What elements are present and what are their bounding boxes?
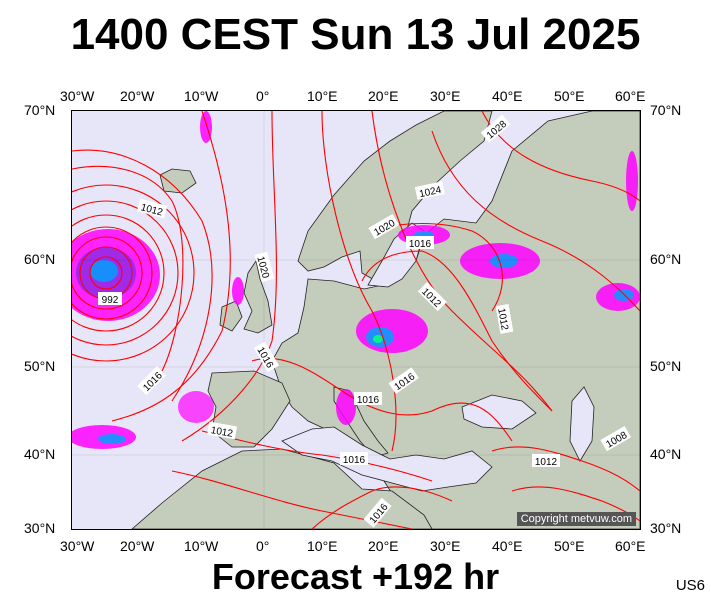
model-code: US6 (675, 577, 705, 594)
isobar-labels: 1028 1024 1020 1020 1016 1012 (98, 114, 632, 528)
isobar-label-1016: 1016 (343, 455, 366, 466)
lon-label: 50°E (554, 538, 585, 554)
isobar-line (251, 357, 513, 442)
rain-bay-of-biscay (178, 391, 214, 423)
lon-label: 10°E (307, 88, 338, 104)
isobar-ring (72, 236, 143, 310)
isobar-line (201, 430, 433, 482)
isobar-ring (72, 184, 195, 362)
rain-balkans (336, 389, 356, 425)
ireland (219, 300, 243, 332)
lon-label: 20°E (368, 88, 399, 104)
lat-label: 70°N (24, 102, 56, 118)
lon-label: 20°W (120, 538, 155, 554)
forecast-label: Forecast +192 hr (211, 556, 500, 597)
lon-label: 20°E (368, 538, 399, 554)
lon-label: 30°E (430, 88, 461, 104)
isobar-ring (89, 256, 123, 290)
map-canvas: 1028 1024 1020 1020 1016 1012 (72, 111, 640, 529)
isobar-ring (72, 200, 179, 346)
lat-label: 60°N (24, 251, 56, 267)
lat-label: 60°N (650, 251, 682, 267)
rain-east-edge (626, 151, 638, 211)
lon-label: 30°W (60, 538, 95, 554)
lat-label: 50°N (24, 358, 56, 374)
lat-label: 40°N (650, 446, 682, 462)
isobar-line (491, 446, 640, 492)
lon-label: 0° (256, 538, 270, 554)
isobar-line (321, 111, 397, 452)
lon-label: 10°E (307, 538, 338, 554)
isobar-line (72, 165, 184, 372)
isobar-line (371, 223, 503, 312)
isobar-ring (72, 214, 165, 332)
rain-baltic-poland (356, 309, 428, 353)
lat-label: 40°N (24, 446, 56, 462)
lon-label: 20°W (120, 88, 155, 104)
lat-label: 30°N (24, 520, 56, 536)
lon-label: 10°W (184, 88, 219, 104)
low-pressure-rain-core (90, 260, 118, 282)
lon-label: 0° (256, 88, 270, 104)
lon-label: 60°E (615, 538, 646, 554)
rain-baltic-poland-peak (373, 335, 383, 343)
isobar-label-1012: 1012 (535, 457, 558, 468)
lon-label: 50°E (554, 88, 585, 104)
isobar-label-1016: 1016 (357, 395, 380, 406)
lon-label: 40°E (492, 538, 523, 554)
isobar-line (311, 486, 453, 529)
isobar-line (371, 111, 553, 412)
mediterranean-sea (281, 426, 493, 492)
rain-uk (232, 277, 244, 305)
map-title: 1400 CEST Sun 13 Jul 2025 (70, 10, 641, 59)
isobar-line (111, 111, 231, 422)
lon-label: 30°W (60, 88, 95, 104)
lat-label: 30°N (650, 520, 682, 536)
isobar-line (171, 470, 413, 529)
isobar-line (481, 111, 640, 202)
isobar-line (431, 130, 640, 312)
lon-label: 40°E (492, 88, 523, 104)
isobar-label-1016: 1016 (409, 239, 432, 250)
land-masses (131, 111, 640, 529)
black-sea (461, 394, 537, 430)
weather-map: 1028 1024 1020 1020 1016 1012 (71, 110, 641, 530)
isobar-ring (72, 226, 153, 320)
isobar-line (72, 149, 213, 402)
great-britain (243, 259, 273, 334)
isobar-label-1024: 1024 (418, 185, 442, 200)
isobars (72, 111, 640, 529)
isobar-label-992: 992 (102, 295, 119, 306)
caspian-sea (569, 386, 595, 462)
lon-label: 60°E (615, 88, 646, 104)
lon-label: 30°E (430, 538, 461, 554)
isobar-line (181, 111, 277, 442)
lon-label: 10°W (184, 538, 219, 554)
isobar-line (361, 250, 553, 412)
copyright-badge: Copyright metvuw.com (516, 512, 636, 526)
rain-russia-core (490, 254, 518, 268)
lat-label: 50°N (650, 358, 682, 374)
lat-label: 70°N (650, 102, 682, 118)
isobar-label-1012: 1012 (495, 307, 510, 331)
isobar-label-1012: 1012 (210, 425, 234, 440)
rain-iberian-coast-core (98, 434, 126, 444)
